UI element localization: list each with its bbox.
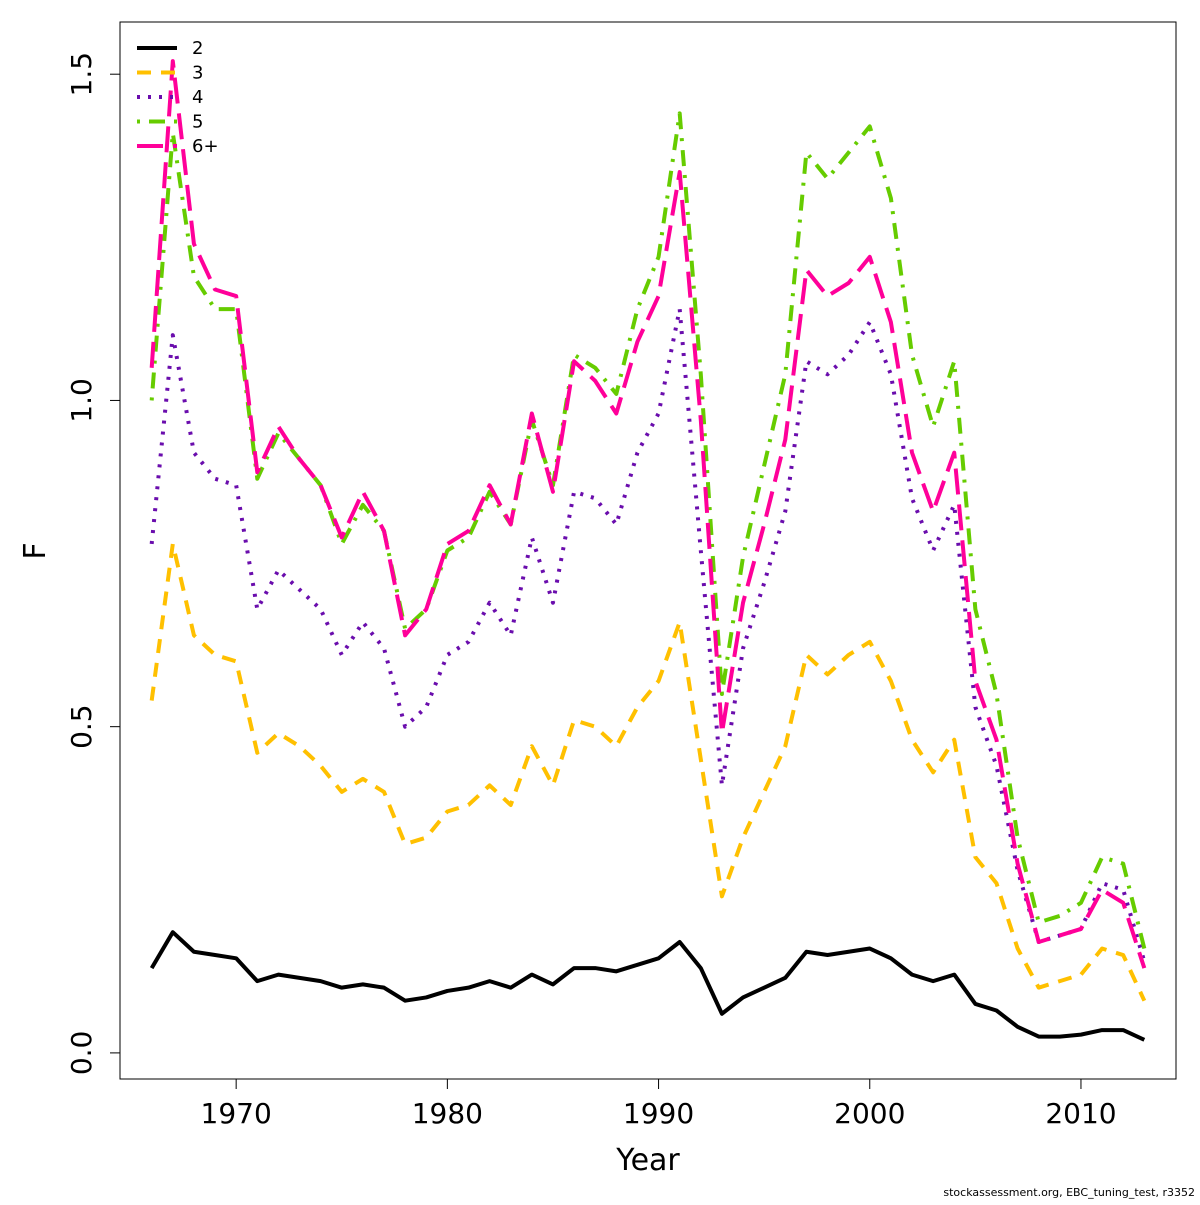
plot-frame bbox=[119, 21, 1177, 1080]
x-tick-label: 2010 bbox=[1045, 1097, 1116, 1130]
x-tick-label: 2000 bbox=[834, 1097, 905, 1130]
x-tick-label: 1970 bbox=[201, 1097, 272, 1130]
x-axis-title: Year bbox=[615, 1143, 680, 1178]
series-layer bbox=[149, 59, 1147, 1042]
axes: 1970 1980 1990 2000 2010 0.0 0.5 1.0 1.5 bbox=[65, 52, 1117, 1130]
x-tick-label: 1990 bbox=[623, 1097, 694, 1130]
series-line-4 bbox=[149, 307, 1147, 963]
legend-label: 3 bbox=[192, 63, 203, 84]
y-axis-title: F bbox=[18, 542, 53, 559]
series-line-5 bbox=[149, 111, 1147, 949]
series-line-2 bbox=[149, 930, 1146, 1042]
x-tick-label: 1980 bbox=[412, 1097, 483, 1130]
series-line-3 bbox=[149, 541, 1147, 1002]
legend: 2 3 4 5 6+ bbox=[137, 38, 219, 157]
y-tick-label: 1.5 bbox=[65, 52, 98, 97]
y-tick-label: 0.0 bbox=[65, 1031, 98, 1076]
y-tick-label: 1.0 bbox=[65, 378, 98, 423]
legend-label: 6+ bbox=[192, 136, 219, 157]
legend-label: 2 bbox=[192, 38, 203, 59]
y-tick-label: 0.5 bbox=[65, 704, 98, 749]
legend-label: 4 bbox=[192, 87, 203, 108]
series-line-6plus bbox=[149, 59, 1147, 969]
footer-note: stockassessment.org, EBC_tuning_test, r3… bbox=[943, 1186, 1195, 1199]
legend-label: 5 bbox=[192, 112, 203, 133]
